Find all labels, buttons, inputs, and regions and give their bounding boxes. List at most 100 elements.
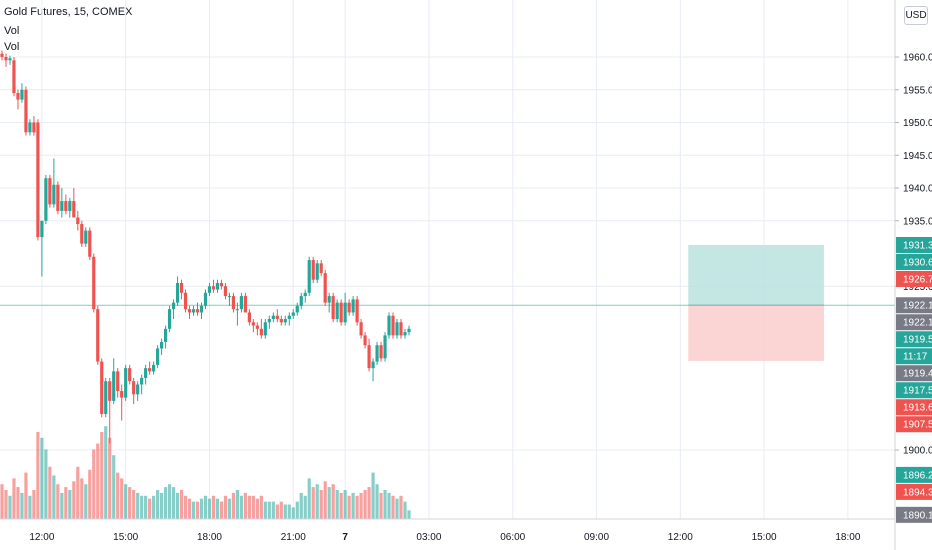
candle-body: [327, 296, 331, 303]
x-tick-label: 18:00: [197, 532, 222, 543]
price-marker-label: 1896.2: [903, 470, 932, 481]
candle-body: [128, 368, 132, 382]
volume-bar: [136, 492, 140, 519]
candle-body: [183, 292, 188, 310]
chart-title: Gold Futures, 15, COMEX: [4, 6, 133, 18]
volume-bar: [128, 487, 132, 519]
candle-body: [0, 53, 4, 57]
volume-bar: [279, 501, 283, 519]
candle-body: [215, 282, 220, 290]
candle-body: [239, 296, 243, 310]
candle-body: [32, 122, 36, 133]
candle-body: [175, 282, 180, 303]
volume-bar: [299, 492, 303, 519]
y-tick-label: 1945.0: [903, 151, 932, 162]
candle-body: [20, 89, 24, 100]
candle-body: [28, 122, 32, 133]
volume-bar: [187, 498, 192, 519]
volume-bar: [367, 487, 371, 519]
volume-bar: [199, 498, 204, 519]
volume-bar: [347, 495, 351, 519]
candle-body: [60, 201, 64, 211]
volume-bar: [395, 498, 399, 519]
volume-bar: [112, 455, 116, 519]
volume-bar: [84, 484, 88, 519]
candle-body: [96, 309, 100, 362]
candle-body: [108, 381, 112, 401]
volume-bar: [219, 501, 224, 519]
volume-bar: [307, 478, 311, 519]
candle-body: [104, 381, 108, 414]
candle-body: [347, 302, 351, 313]
price-marker-box: [896, 382, 932, 399]
candle-body: [227, 296, 232, 298]
volume-bar: [339, 492, 343, 519]
candle-body: [267, 319, 271, 323]
volume-bar: [303, 495, 307, 519]
volume-bar: [120, 478, 124, 519]
candle-body: [315, 263, 319, 280]
volume-bar: [291, 507, 295, 519]
candle-body: [144, 368, 148, 378]
candle-body: [100, 361, 104, 414]
volume-bar: [160, 492, 164, 519]
volume-bar: [16, 487, 20, 519]
candle-body: [235, 309, 240, 311]
candle-body: [359, 322, 363, 336]
volume-bar: [80, 478, 84, 519]
volume-bar: [171, 487, 176, 519]
candle-body: [124, 368, 128, 398]
volume-bar: [207, 498, 212, 519]
candle-body: [56, 184, 60, 211]
candle-body: [219, 282, 224, 287]
candle-body: [323, 273, 327, 303]
candle-body: [171, 302, 176, 310]
volume-bar: [32, 490, 36, 519]
volume-bar: [8, 495, 12, 519]
volume-bar: [179, 490, 184, 519]
y-tick-label: 1955.0: [903, 85, 932, 96]
candle-body: [399, 322, 403, 336]
candle-body: [148, 368, 152, 372]
candle-body: [211, 286, 216, 290]
volume-indicator-label-1[interactable]: Vol: [4, 25, 20, 37]
x-tick-label: 12:00: [668, 532, 693, 543]
price-marker-box: [896, 331, 932, 348]
candle-body: [355, 299, 359, 323]
price-marker-box: [896, 314, 932, 331]
candle-body: [395, 322, 399, 336]
volume-bar: [319, 490, 323, 519]
candle-body: [16, 93, 20, 100]
volume-bar: [327, 487, 331, 519]
candle-body: [299, 296, 303, 306]
volume-bar: [231, 492, 236, 519]
candle-body: [191, 309, 196, 313]
y-tick-label: 1960.0: [903, 53, 932, 64]
volume-bar: [283, 504, 287, 519]
volume-bar: [40, 437, 44, 519]
volume-bar: [4, 490, 8, 519]
position-zones: [0, 244, 895, 361]
grid-lines: [0, 0, 895, 519]
candle-body: [375, 345, 379, 362]
volume-bar: [108, 437, 112, 519]
candle-body: [80, 224, 84, 244]
volume-bar: [20, 492, 24, 519]
candle-body: [44, 178, 48, 221]
volume-bar: [167, 484, 172, 519]
volume-bar: [203, 495, 208, 519]
volume-bar: [267, 501, 271, 519]
volume-bar: [387, 492, 391, 519]
candle-body: [287, 315, 291, 319]
currency-button[interactable]: USD: [904, 6, 928, 25]
volume-bar: [152, 495, 156, 519]
volume-indicator-label-2[interactable]: Vol: [4, 41, 20, 53]
candle-body: [335, 302, 339, 319]
candle-body: [379, 345, 383, 359]
volume-bar: [215, 498, 220, 519]
candle-body: [4, 57, 8, 61]
price-marker-box: [896, 253, 932, 270]
candle-body: [140, 377, 144, 385]
price-marker-label: 1890.1: [903, 510, 932, 521]
